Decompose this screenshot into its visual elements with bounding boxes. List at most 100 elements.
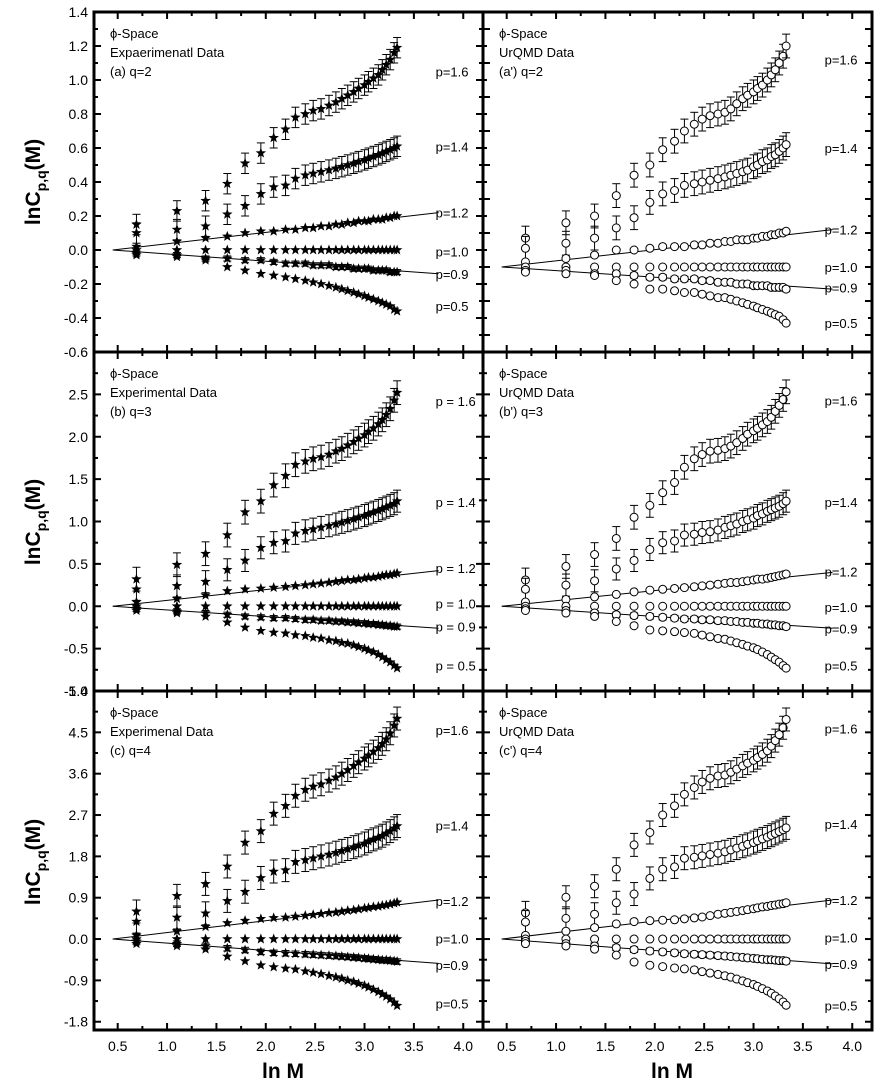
data-point: [280, 179, 291, 190]
data-point: [330, 281, 342, 292]
data-point: [689, 274, 699, 284]
data-point: [705, 632, 715, 642]
data-point: [689, 614, 699, 624]
series-label: p=0.5: [436, 299, 469, 314]
data-point: [323, 600, 335, 611]
series-p=1.2: [131, 896, 403, 940]
series-p=0.5: [131, 249, 403, 316]
data-point: [239, 157, 251, 168]
y-tick-label: -0.6: [64, 344, 88, 360]
data-point: [330, 933, 342, 944]
data-point: [679, 789, 689, 799]
data-point: [336, 261, 348, 272]
data-point: [336, 637, 348, 648]
data-point: [255, 582, 267, 593]
y-tick-label: -0.2: [64, 276, 88, 292]
data-point: [689, 454, 699, 464]
data-point: [336, 516, 348, 527]
data-point: [171, 205, 183, 216]
series-p=0.5: [520, 267, 791, 328]
data-point: [705, 238, 715, 248]
data-point: [781, 1000, 791, 1010]
data-point: [377, 738, 388, 749]
series-label: p=1.2: [825, 223, 858, 238]
data-point: [368, 422, 379, 433]
series-label: p=1.0: [436, 245, 469, 260]
data-point: [679, 964, 689, 974]
data-point: [590, 211, 600, 221]
data-point: [200, 220, 211, 231]
data-point: [645, 601, 655, 611]
data-point: [381, 145, 392, 156]
series-p=1.0: [131, 244, 403, 255]
data-point: [689, 288, 699, 297]
data-point: [323, 950, 335, 961]
plot-area: [112, 380, 439, 673]
data-point: [363, 644, 374, 655]
panel-annotation-line: (a) q=2: [110, 64, 152, 79]
data-point: [200, 589, 211, 600]
data-point: [645, 160, 655, 170]
series-label: p=1.6: [436, 723, 469, 738]
data-point: [368, 213, 379, 224]
y-tick-label: -0.5: [64, 641, 88, 657]
series-p=1.0: [131, 600, 403, 611]
data-point: [629, 245, 639, 255]
data-point: [781, 569, 791, 579]
panel-annotation-line: UrQMD Data: [499, 724, 575, 739]
data-point: [268, 537, 279, 548]
data-point: [697, 630, 707, 640]
data-point: [778, 723, 788, 733]
series-p=1.6: [520, 379, 791, 593]
data-point: [315, 778, 327, 789]
data-point: [363, 508, 374, 519]
data-point: [388, 498, 400, 509]
data-point: [171, 940, 183, 951]
data-point: [689, 913, 699, 923]
data-point: [307, 781, 319, 791]
data-point: [353, 839, 364, 850]
data-point: [679, 288, 689, 297]
data-point: [645, 946, 655, 956]
data-point: [300, 169, 311, 180]
data-point: [222, 529, 233, 540]
data-point: [307, 168, 319, 178]
data-point: [679, 462, 689, 472]
data-point: [315, 577, 327, 588]
data-point: [368, 901, 379, 912]
data-point: [307, 259, 319, 270]
data-point: [590, 592, 600, 602]
y-tick-label: 4.5: [69, 724, 89, 740]
data-point: [381, 933, 392, 944]
data-point: [363, 426, 374, 437]
data-point: [391, 387, 403, 398]
series-p=1.2: [131, 567, 403, 607]
data-point: [705, 262, 715, 272]
data-point: [171, 224, 183, 235]
data-point: [381, 59, 392, 70]
data-point: [348, 436, 359, 447]
data-point: [705, 773, 715, 783]
data-point: [359, 979, 370, 990]
data-point: [290, 459, 301, 470]
data-point: [705, 601, 715, 611]
data-point: [348, 287, 359, 297]
data-point: [689, 601, 699, 611]
y-tick-label: 0.8: [69, 106, 89, 122]
data-point: [373, 213, 384, 224]
panel-annotation-line: ϕ-Space: [110, 26, 158, 41]
series-p=1.6: [131, 37, 403, 236]
data-point: [658, 962, 668, 972]
series-p=0.9: [131, 247, 403, 277]
data-point: [381, 298, 392, 309]
series-label: p=1.6: [825, 722, 858, 737]
data-point: [658, 272, 668, 282]
x-tick-label: 4.0: [843, 1038, 863, 1054]
data-point: [342, 905, 353, 916]
data-point: [268, 947, 279, 958]
data-point: [268, 961, 279, 972]
data-point: [222, 253, 233, 263]
data-point: [658, 189, 668, 199]
data-point: [359, 902, 370, 913]
series-p=1.2: [520, 226, 791, 267]
